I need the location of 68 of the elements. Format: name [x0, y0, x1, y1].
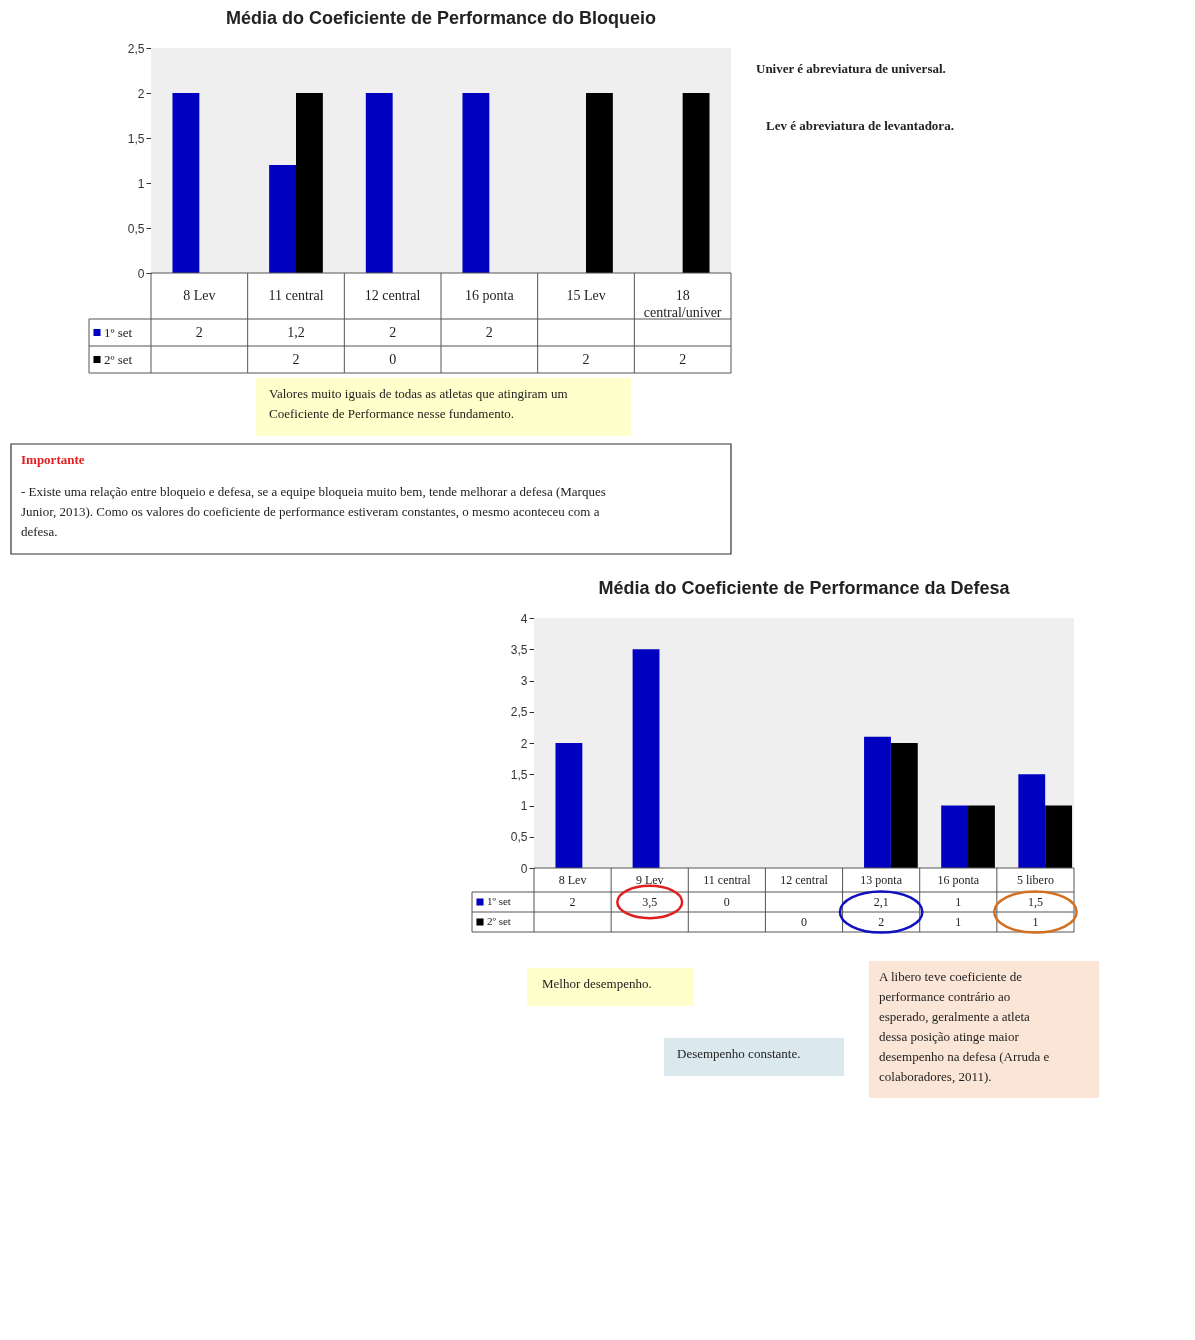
x-tick-label: 13 ponta: [860, 873, 903, 887]
data-label: 1: [955, 895, 962, 909]
y-tick-label: 2: [520, 736, 528, 751]
x-tick-label: 8 Lev: [183, 288, 216, 303]
y-tick-label: 1,5: [510, 767, 528, 782]
data-label: 2: [389, 324, 397, 340]
x-tick-label: 8 Lev: [558, 873, 587, 887]
bar: [1018, 774, 1046, 868]
data-label: 2: [878, 915, 885, 929]
x-tick-label: 11 central: [703, 873, 752, 887]
y-tick-label: 2: [137, 86, 145, 101]
y-tick-label: 2,5: [127, 41, 145, 56]
legend-label: 2º set: [487, 915, 511, 927]
data-label: 0: [723, 895, 730, 909]
y-tick-label: 2,5: [510, 705, 528, 720]
x-tick-label: 12 central: [364, 288, 421, 303]
x-tick-label: 16 ponta: [465, 288, 515, 303]
bar: [968, 805, 995, 868]
data-label: 1: [1032, 915, 1039, 929]
y-tick-label: 3: [520, 674, 528, 688]
legend-label: 1º set: [104, 324, 133, 340]
data-label: 2: [679, 351, 687, 367]
data-label: 2: [485, 324, 493, 340]
text: A libero teve coeficiente de performance contrário ao esperado, geralmente a atleta dessa posição atinge maior desempenho na defesa (Arruda e colaboradores, 2011).: [879, 969, 1050, 1084]
data-label: 2: [195, 324, 203, 340]
data-label: 2: [569, 895, 576, 909]
data-label: 2,1: [873, 895, 889, 909]
y-tick-label: 1: [520, 799, 528, 813]
text: - Existe uma relação entre bloqueio e defesa, se a equipe bloqueia muito bem, tende melhorar a defesa (Marques Junior, 2013). Como os valores do coeficiente de performance estiveram constantes, o mesmo aconteceu com a defesa.: [21, 484, 606, 539]
data-label: 1: [955, 915, 962, 929]
y-tick-label: 0: [520, 861, 528, 876]
text: Importante: [21, 452, 85, 467]
x-tick-label: 11 central: [268, 288, 324, 303]
y-tick-label: 4: [520, 611, 528, 626]
text: Desempenho constante.: [677, 1046, 801, 1061]
bar: [864, 736, 891, 868]
x-tick-label: 16 ponta: [937, 873, 980, 887]
x-tick-label: 5 libero: [1016, 873, 1054, 887]
data-label: 2: [582, 351, 590, 367]
data-label: 0: [389, 351, 397, 367]
text: Lev é abreviatura de levantadora.: [766, 118, 954, 133]
y-tick-label: 1: [137, 176, 145, 191]
data-label: 1,2: [287, 324, 305, 340]
data-label: 0: [801, 915, 807, 929]
y-tick-label: 0,5: [127, 221, 145, 236]
bar: [555, 743, 583, 868]
x-tick-label: 18 central/univer: [643, 288, 722, 320]
y-tick-label: 3,5: [510, 642, 528, 657]
x-tick-label: 9 Lev: [635, 873, 664, 887]
x-tick-label: 12 central: [780, 873, 829, 887]
data-label: 2: [292, 351, 300, 367]
data-label: 3,5: [642, 895, 658, 909]
bar: [941, 805, 969, 868]
bar: [632, 649, 660, 868]
legend-label: 1º set: [487, 895, 511, 907]
bar: [1045, 805, 1073, 868]
bar: [890, 743, 918, 868]
data-label: 1,5: [1027, 895, 1043, 909]
chart-title: Média do Coeficiente de Performance do Bloqueio: [225, 8, 657, 28]
chart-title: Média do Coeficiente de Performance da Defesa: [598, 578, 1011, 598]
y-tick-label: 0: [137, 266, 145, 281]
text: Valores muito iguais de todas as atletas que atingiram um Coeficiente de Performance nesse fundamento.: [269, 386, 568, 421]
x-tick-label: 15 Lev: [566, 288, 606, 303]
y-tick-label: 0,5: [510, 830, 528, 845]
text: Univer é abreviatura de universal.: [756, 61, 946, 76]
legend-label: 2º set: [104, 351, 133, 367]
text: Melhor desempenho.: [542, 976, 652, 991]
y-tick-label: 1,5: [127, 131, 145, 146]
